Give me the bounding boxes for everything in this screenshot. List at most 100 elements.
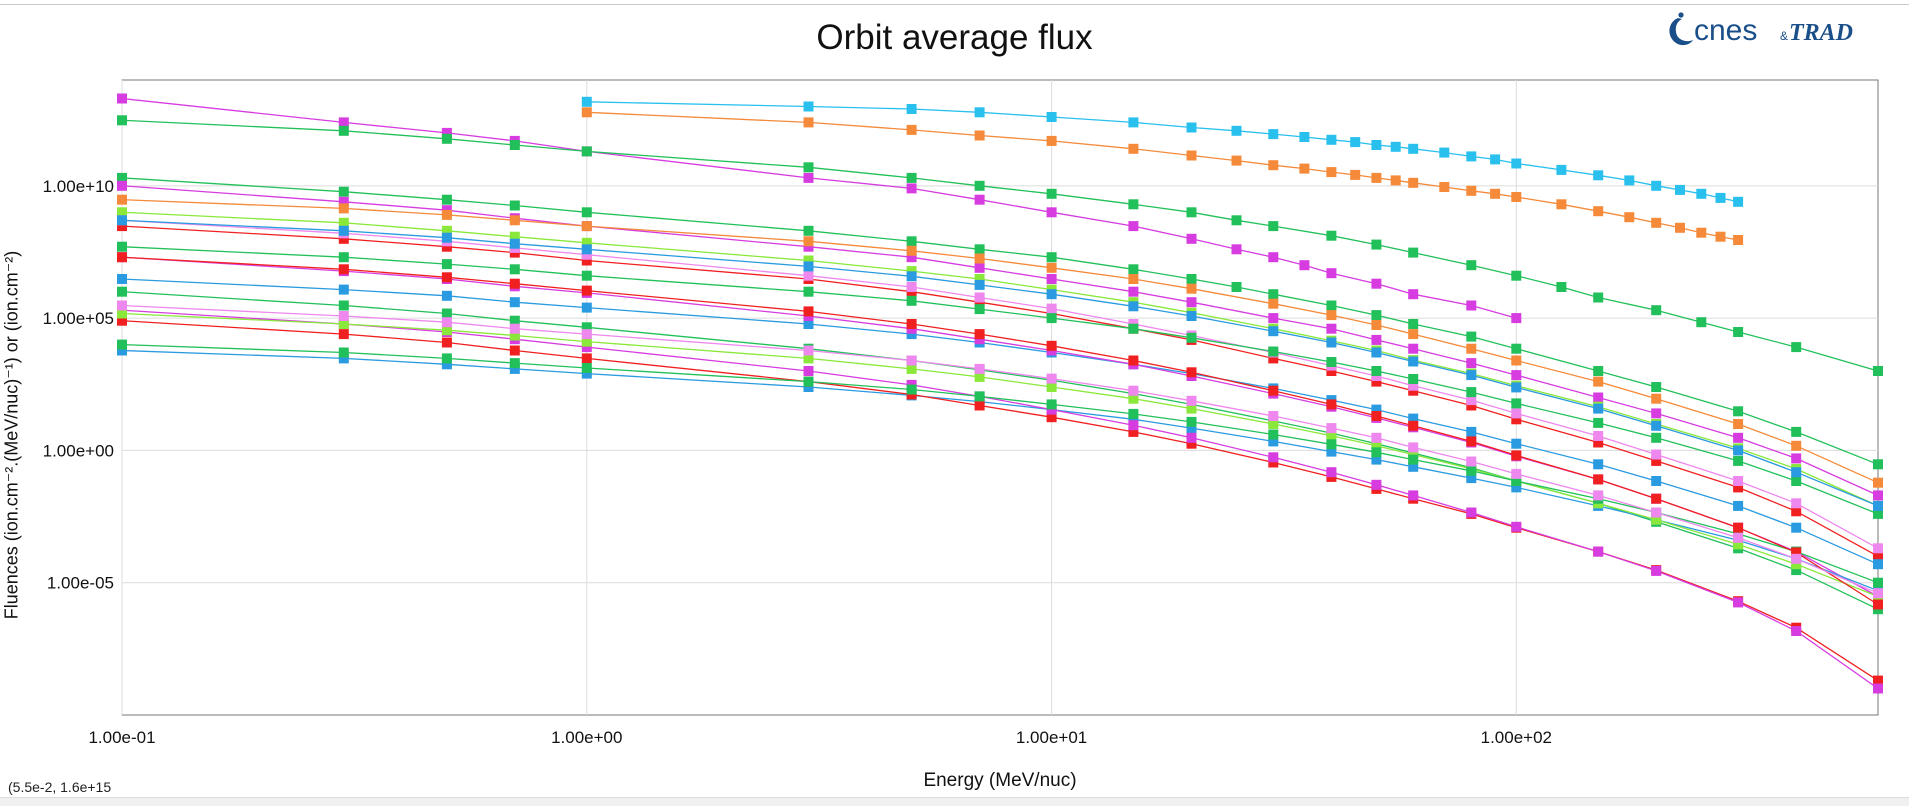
data-point [803, 255, 814, 266]
data-point [1466, 331, 1477, 342]
data-point [117, 274, 127, 284]
data-point [1046, 373, 1057, 384]
data-point [441, 133, 452, 144]
data-point [1046, 404, 1057, 415]
data-point [1046, 382, 1057, 392]
data-point [1128, 414, 1139, 425]
data-point [1511, 382, 1522, 393]
series-line [121, 304, 1879, 594]
data-point [1326, 446, 1337, 457]
data-point [441, 194, 452, 205]
data-point [509, 363, 520, 374]
cursor-coordinates: (5.5e-2, 1.6e+15 [8, 779, 112, 795]
data-point [509, 297, 520, 308]
data-point [803, 345, 814, 356]
data-point [441, 259, 452, 270]
data-point [1408, 461, 1419, 472]
data-point [338, 203, 349, 214]
data-point [1128, 420, 1139, 431]
data-point [441, 241, 452, 252]
data-point [906, 124, 917, 135]
data-point [509, 215, 520, 226]
chart-title: Orbit average flux [816, 18, 1093, 57]
data-point [338, 252, 349, 263]
data-point [117, 180, 127, 191]
data-point [1231, 215, 1242, 226]
data-point [1128, 301, 1139, 312]
series-layer [117, 93, 1883, 694]
data-point [1511, 468, 1522, 479]
data-point [1128, 426, 1139, 437]
y-tick-label: 1.00e-05 [47, 574, 114, 593]
data-point [803, 162, 814, 173]
data-point [1408, 442, 1419, 453]
data-point [1268, 129, 1279, 140]
data-point [1873, 477, 1883, 488]
data-point [441, 353, 452, 364]
data-point [1651, 217, 1662, 228]
data-point [1675, 184, 1685, 195]
data-point [1651, 420, 1662, 431]
data-point [1593, 417, 1604, 428]
data-point [1733, 419, 1744, 429]
data-point [1128, 264, 1139, 275]
y-tick-label: 1.00e+10 [43, 177, 114, 196]
data-point [1651, 382, 1662, 392]
data-point [1511, 482, 1522, 493]
data-point [1791, 453, 1802, 464]
data-point [117, 115, 127, 126]
data-point [1326, 300, 1337, 311]
data-point [906, 363, 917, 374]
data-point [117, 215, 127, 226]
data-point [1651, 507, 1662, 518]
data-point [1186, 367, 1197, 378]
data-point [1651, 476, 1662, 486]
data-point [338, 186, 349, 197]
data-point [1186, 438, 1197, 449]
data-point [1231, 125, 1242, 136]
data-point [974, 391, 985, 402]
data-point [1268, 346, 1279, 357]
data-point [1371, 320, 1382, 330]
data-point [803, 319, 814, 329]
data-point [441, 325, 452, 336]
x-tick-label: 1.00e+02 [1481, 728, 1552, 747]
data-point [803, 306, 814, 317]
data-point [117, 252, 127, 263]
data-point [1733, 406, 1744, 417]
data-point [1556, 199, 1567, 210]
data-point [441, 272, 452, 283]
data-point [1268, 452, 1279, 463]
data-point [338, 319, 349, 329]
data-point [117, 172, 127, 183]
data-point [974, 262, 985, 273]
data-point [1511, 270, 1522, 281]
data-point [1651, 514, 1662, 525]
data-point [1733, 539, 1744, 550]
data-point [1873, 500, 1883, 511]
data-point [1791, 559, 1802, 570]
data-point [338, 117, 349, 128]
data-point [1791, 476, 1802, 486]
data-point [974, 371, 985, 382]
data-point [581, 255, 592, 266]
data-point [1268, 457, 1279, 468]
data-point [1791, 565, 1802, 576]
data-point [974, 130, 985, 141]
data-point [1651, 180, 1662, 191]
data-point [803, 172, 814, 183]
data-point [1466, 358, 1477, 369]
data-point [1791, 498, 1802, 509]
data-point [338, 353, 349, 364]
data-point [441, 225, 452, 236]
data-point [1733, 445, 1744, 456]
data-point [1651, 432, 1662, 443]
data-point [1511, 476, 1522, 486]
data-point [1128, 355, 1139, 366]
data-point [1791, 426, 1802, 437]
data-point [1299, 260, 1310, 271]
data-point [1466, 456, 1477, 467]
data-point [1326, 423, 1337, 434]
data-point [581, 96, 592, 107]
